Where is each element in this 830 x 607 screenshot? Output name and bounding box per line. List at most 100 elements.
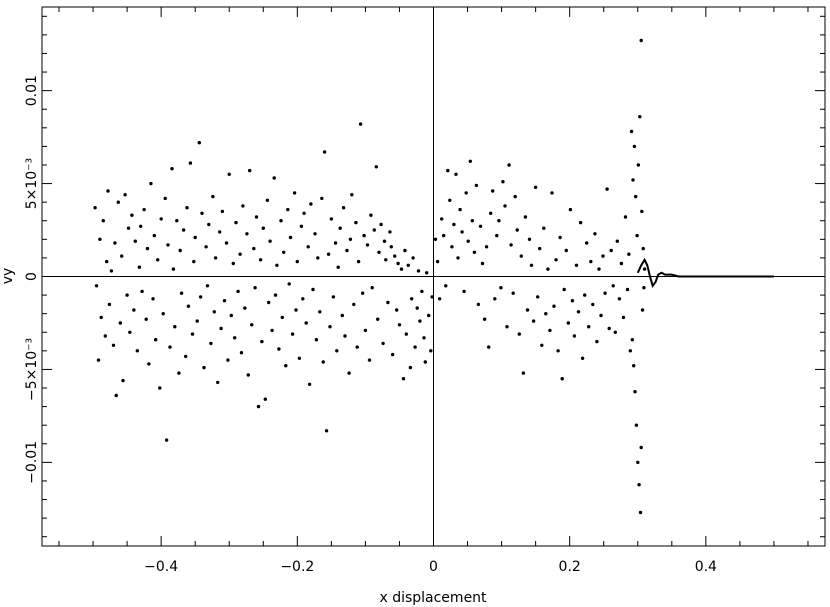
data-point xyxy=(632,364,636,368)
data-point xyxy=(627,252,631,256)
data-point xyxy=(338,226,342,230)
data-point xyxy=(200,211,204,215)
data-point xyxy=(605,187,609,191)
data-point xyxy=(410,297,414,301)
data-point xyxy=(484,245,489,249)
data-point xyxy=(260,339,264,344)
data-point xyxy=(416,269,421,273)
data-point xyxy=(546,267,550,271)
data-point xyxy=(377,250,381,254)
data-point xyxy=(168,345,172,349)
data-point xyxy=(633,390,637,394)
data-point xyxy=(347,371,351,375)
data-point xyxy=(638,115,642,119)
data-point xyxy=(640,308,645,312)
data-point xyxy=(548,328,552,333)
data-point xyxy=(519,254,523,258)
data-point xyxy=(507,163,511,167)
data-point xyxy=(98,237,102,241)
data-point xyxy=(489,211,493,215)
data-point xyxy=(142,207,146,212)
data-point xyxy=(415,306,419,310)
data-point xyxy=(154,338,158,342)
data-point xyxy=(198,295,203,299)
data-point xyxy=(578,220,583,225)
data-point xyxy=(164,438,169,442)
data-point xyxy=(642,267,647,271)
data-point xyxy=(564,248,568,253)
data-point xyxy=(302,211,306,215)
data-point xyxy=(311,287,315,292)
data-point xyxy=(231,261,235,266)
data-point xyxy=(248,168,252,173)
data-point xyxy=(358,122,363,126)
data-point xyxy=(309,202,313,206)
data-point xyxy=(286,207,290,212)
data-point xyxy=(229,313,233,318)
data-point xyxy=(460,230,464,234)
data-point xyxy=(263,397,267,401)
data-point xyxy=(329,217,334,221)
data-point xyxy=(265,198,270,202)
data-point xyxy=(159,217,163,221)
data-point xyxy=(425,271,429,275)
data-point xyxy=(299,224,304,228)
data-point xyxy=(212,310,216,314)
data-point xyxy=(505,325,509,329)
data-point xyxy=(272,176,276,180)
data-point xyxy=(379,222,383,227)
data-point xyxy=(372,228,376,232)
data-point xyxy=(218,230,222,234)
data-point xyxy=(540,343,544,347)
data-point xyxy=(440,217,444,221)
data-point xyxy=(523,215,528,219)
y-tick-label: −5×10⁻³ xyxy=(24,338,40,401)
data-point xyxy=(105,259,109,264)
data-point xyxy=(314,338,319,342)
data-point xyxy=(631,178,635,182)
data-point xyxy=(482,317,487,321)
data-point xyxy=(511,291,515,295)
data-point xyxy=(111,343,116,347)
data-point xyxy=(103,334,108,338)
data-point xyxy=(137,265,142,269)
data-point xyxy=(531,319,536,323)
data-point xyxy=(437,297,442,301)
data-point xyxy=(239,351,244,355)
data-point xyxy=(634,194,638,199)
data-point xyxy=(397,323,402,327)
data-point xyxy=(636,460,640,465)
data-point xyxy=(301,297,305,301)
data-point xyxy=(418,319,422,323)
data-point xyxy=(388,230,392,234)
data-point xyxy=(209,341,213,346)
data-point xyxy=(261,226,265,230)
data-point xyxy=(94,284,99,288)
data-point xyxy=(615,239,619,243)
data-point xyxy=(444,284,448,288)
data-point xyxy=(446,168,450,173)
data-point xyxy=(458,207,462,212)
data-point xyxy=(393,254,397,258)
data-point xyxy=(246,373,250,377)
data-point xyxy=(252,246,256,251)
data-point xyxy=(322,150,327,154)
data-point xyxy=(254,215,259,219)
data-point xyxy=(109,269,114,273)
data-point xyxy=(320,196,324,201)
data-point xyxy=(448,198,452,202)
data-point xyxy=(566,321,570,325)
data-point xyxy=(116,200,121,204)
data-point xyxy=(253,286,257,290)
data-point xyxy=(193,235,197,240)
data-point xyxy=(413,345,417,349)
data-point xyxy=(533,185,538,189)
data-point xyxy=(205,284,210,288)
data-point xyxy=(348,237,353,241)
data-point xyxy=(123,193,127,197)
data-point xyxy=(250,323,254,327)
data-point xyxy=(542,226,546,230)
data-point xyxy=(572,334,577,338)
data-point xyxy=(145,246,150,251)
